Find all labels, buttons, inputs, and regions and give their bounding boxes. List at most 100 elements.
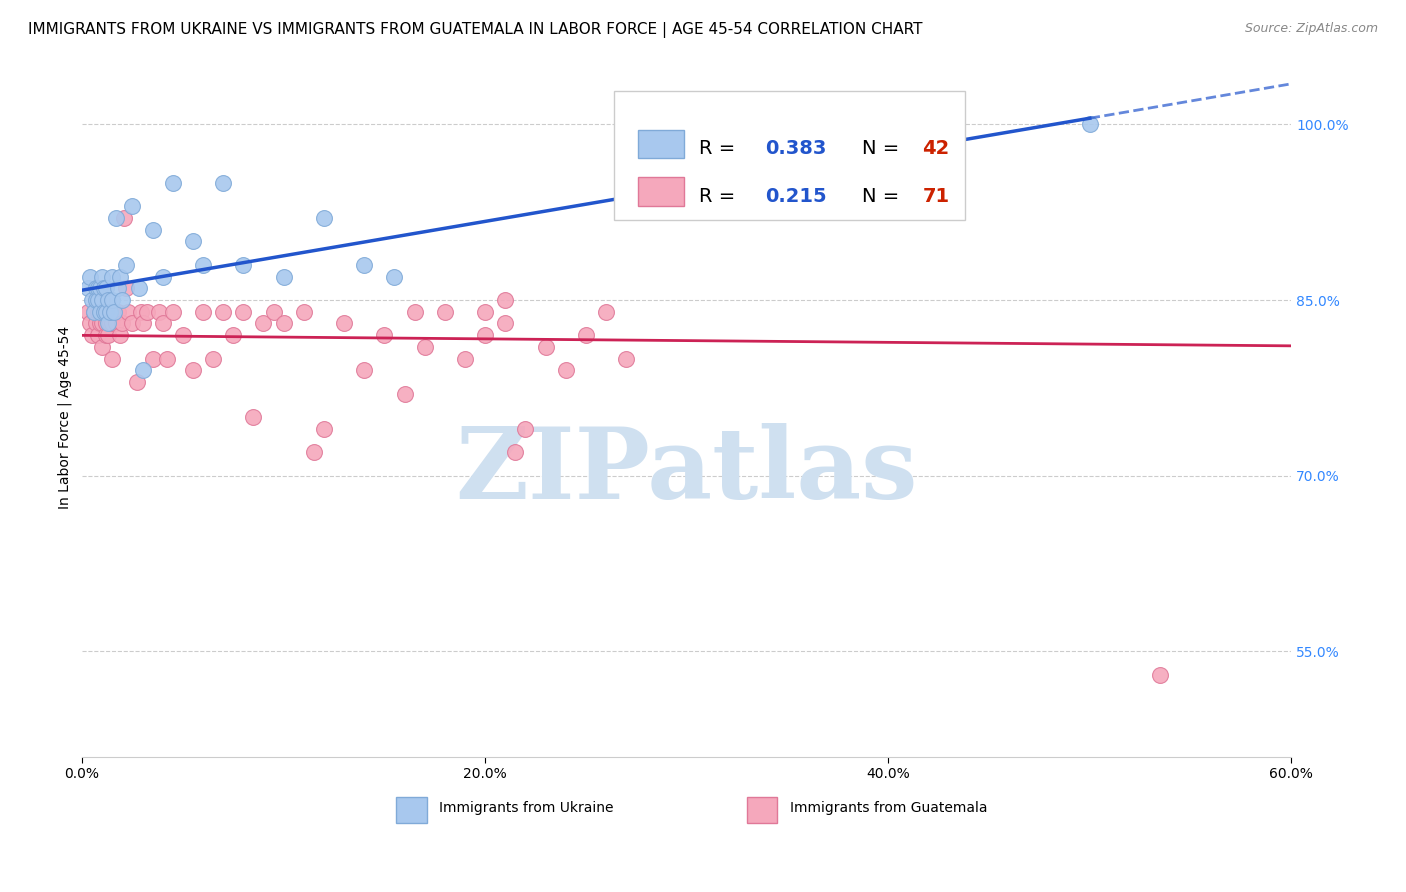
Point [232, 304, 254, 318]
Text: R =: R = [699, 186, 741, 206]
Point [105, 211, 128, 225]
FancyBboxPatch shape [614, 91, 965, 220]
Point [97, 328, 120, 343]
Point [191, 304, 214, 318]
Point [156, 351, 179, 366]
Point [121, 317, 143, 331]
Text: 42: 42 [922, 139, 950, 158]
Point [87, 293, 110, 307]
Point [93, 281, 115, 295]
Point [101, 317, 124, 331]
Point [115, 281, 138, 295]
Point [97, 304, 120, 318]
Point [614, 351, 637, 366]
Point [97, 317, 120, 331]
Point [82, 293, 104, 307]
Point [105, 317, 128, 331]
Point [1149, 668, 1171, 682]
FancyBboxPatch shape [638, 178, 685, 205]
Point [87, 281, 110, 295]
Point [181, 235, 204, 249]
Point [103, 304, 125, 318]
Point [353, 363, 375, 377]
Point [91, 317, 114, 331]
Point [292, 304, 315, 318]
Point [242, 410, 264, 425]
Point [87, 328, 110, 343]
Point [84, 281, 107, 295]
Point [212, 176, 235, 190]
Point [110, 269, 132, 284]
Point [131, 317, 153, 331]
Point [83, 304, 105, 318]
Point [263, 304, 285, 318]
Point [110, 328, 132, 343]
Point [84, 317, 107, 331]
Point [101, 269, 124, 284]
Point [111, 293, 134, 307]
Point [595, 304, 617, 318]
Point [103, 304, 125, 318]
Point [125, 375, 148, 389]
Point [494, 317, 516, 331]
Y-axis label: In Labor Force | Age 45-54: In Labor Force | Age 45-54 [58, 326, 72, 508]
Point [232, 258, 254, 272]
Text: 0.383: 0.383 [765, 139, 827, 158]
Point [312, 211, 335, 225]
Point [394, 386, 416, 401]
Point [115, 258, 138, 272]
Point [454, 351, 477, 366]
Point [83, 304, 105, 318]
Point [129, 304, 152, 318]
Point [302, 445, 325, 459]
Point [79, 269, 101, 284]
Point [273, 317, 295, 331]
Point [404, 304, 426, 318]
Point [534, 340, 557, 354]
Text: 0.215: 0.215 [765, 186, 827, 206]
Point [96, 304, 118, 318]
Point [162, 176, 184, 190]
Point [89, 304, 111, 318]
Point [148, 304, 170, 318]
Point [474, 304, 496, 318]
Point [91, 293, 114, 307]
Text: N =: N = [862, 186, 905, 206]
Point [77, 281, 100, 295]
Point [89, 317, 111, 331]
Point [181, 363, 204, 377]
Text: IMMIGRANTS FROM UKRAINE VS IMMIGRANTS FROM GUATEMALA IN LABOR FORCE | AGE 45-54 : IMMIGRANTS FROM UKRAINE VS IMMIGRANTS FR… [28, 22, 922, 38]
Point [112, 211, 135, 225]
Point [222, 328, 245, 343]
Point [273, 269, 295, 284]
Text: R =: R = [699, 139, 741, 158]
Point [91, 340, 114, 354]
Point [82, 328, 104, 343]
Point [107, 304, 129, 318]
Point [117, 304, 139, 318]
Point [142, 223, 165, 237]
Text: Source: ZipAtlas.com: Source: ZipAtlas.com [1244, 22, 1378, 36]
Point [111, 317, 134, 331]
Point [433, 304, 456, 318]
Point [413, 340, 436, 354]
Text: N =: N = [862, 139, 905, 158]
Point [96, 281, 118, 295]
Point [353, 258, 375, 272]
Point [101, 351, 124, 366]
Point [172, 328, 194, 343]
Point [135, 304, 157, 318]
Point [515, 422, 537, 436]
Point [384, 269, 406, 284]
Point [212, 304, 235, 318]
Point [131, 363, 153, 377]
Point [91, 269, 114, 284]
Point [152, 269, 174, 284]
Point [142, 351, 165, 366]
Point [107, 281, 129, 295]
Point [98, 317, 121, 331]
Point [96, 317, 118, 331]
FancyBboxPatch shape [747, 797, 778, 822]
Point [333, 317, 356, 331]
FancyBboxPatch shape [638, 130, 685, 158]
